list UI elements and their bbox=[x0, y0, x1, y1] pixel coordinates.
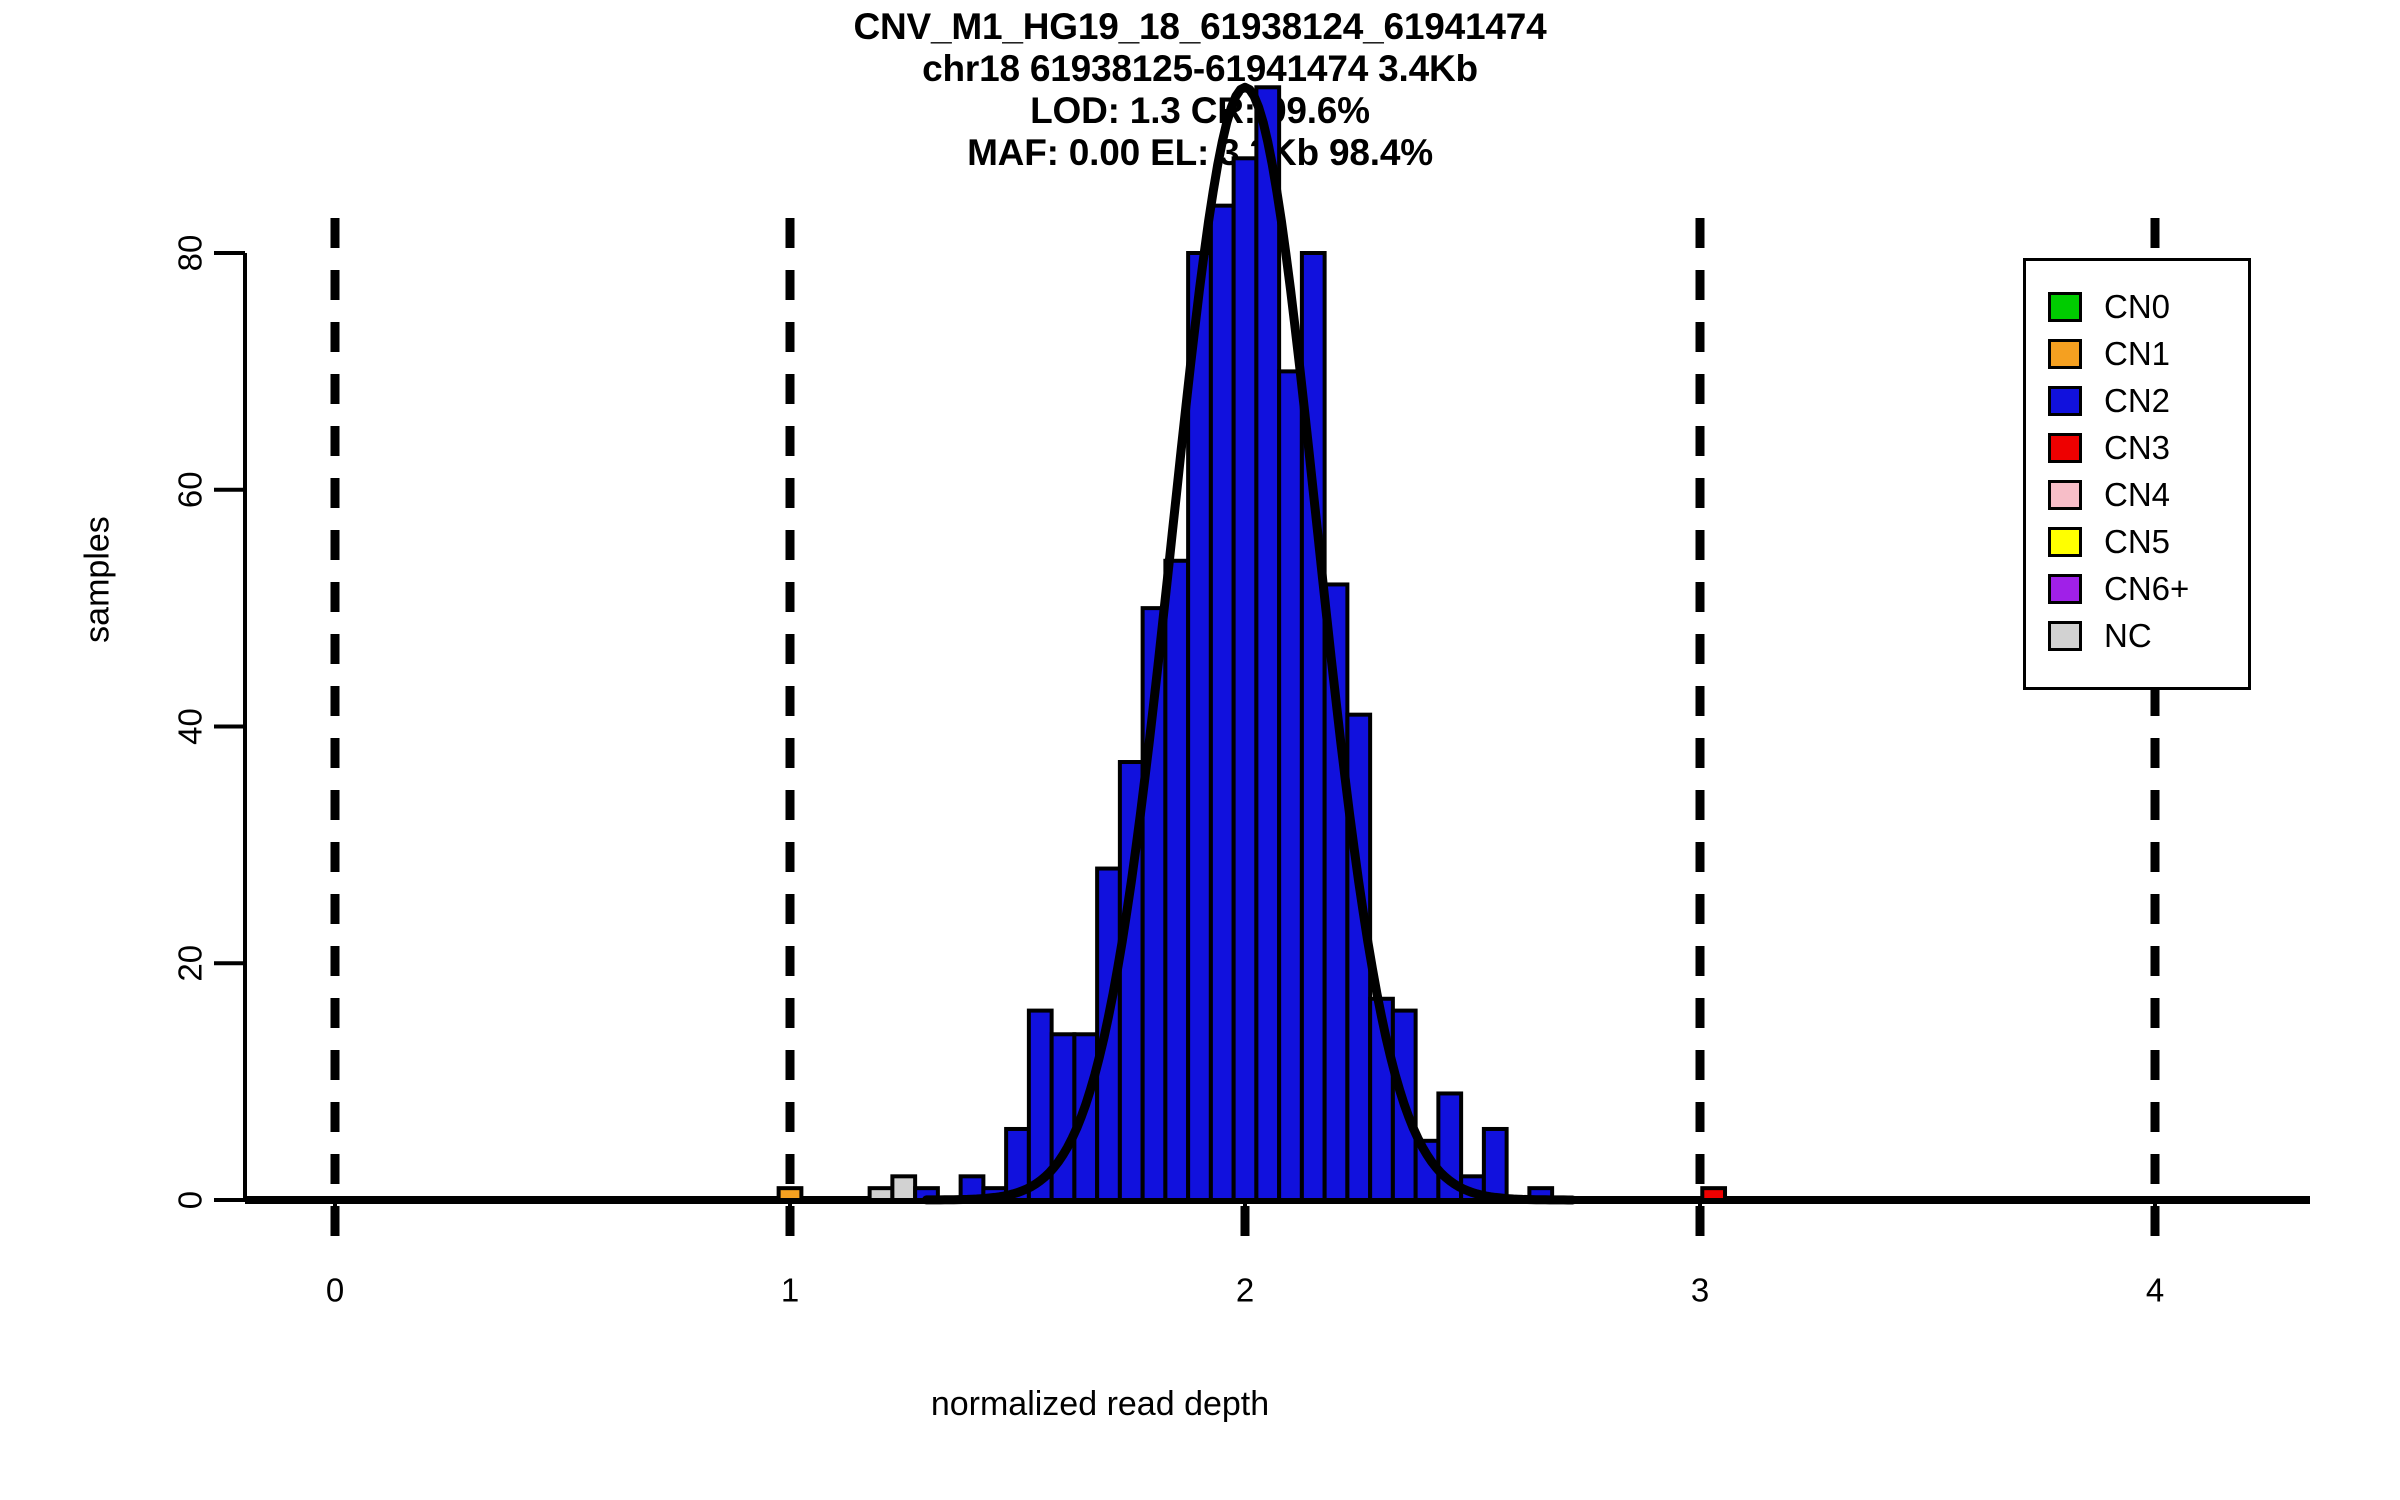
y-tick-label-0: 0 bbox=[172, 1191, 209, 1209]
y-tick-label-80: 80 bbox=[172, 235, 209, 272]
legend-swatch-icon bbox=[2048, 338, 2082, 369]
legend-item-cn3: CN3 bbox=[2026, 424, 2248, 471]
y-tick-label-40: 40 bbox=[172, 708, 209, 745]
histogram-bar bbox=[1254, 85, 1282, 1202]
legend-item-label: CN6+ bbox=[2104, 570, 2190, 607]
legend-item-label: CN3 bbox=[2104, 429, 2171, 466]
histogram-bar bbox=[1277, 369, 1304, 1202]
legend-item-cn2: CN2 bbox=[2026, 377, 2248, 424]
legend: CN0 CN1 CN2 CN3 CN4 CN5 CN6+ NC bbox=[2023, 258, 2251, 690]
x-tick-label-1: 1 bbox=[781, 1272, 799, 1309]
legend-swatch-icon bbox=[2048, 432, 2082, 463]
x-tick-label-3: 3 bbox=[1691, 1272, 1709, 1309]
legend-swatch-icon bbox=[2048, 385, 2082, 416]
legend-item-cn4: CN4 bbox=[2026, 471, 2248, 518]
title-line-4: MAF: 0.00 EL: 3.3Kb 98.4% bbox=[967, 132, 1433, 173]
legend-item-label: CN1 bbox=[2104, 335, 2171, 372]
histogram-bar bbox=[867, 1186, 895, 1202]
density-curve bbox=[922, 82, 1578, 1205]
legend-item-cn6plus: CN6+ bbox=[2026, 565, 2248, 612]
legend-item-label: NC bbox=[2104, 617, 2152, 654]
legend-swatch-icon bbox=[2048, 620, 2082, 651]
legend-swatch-icon bbox=[2048, 526, 2082, 557]
histogram-bar bbox=[1208, 203, 1236, 1202]
histogram-bar bbox=[890, 1174, 918, 1202]
legend-item-label: CN0 bbox=[2104, 288, 2171, 325]
x-tick-label-4: 4 bbox=[2146, 1272, 2164, 1309]
histogram-bar bbox=[1700, 1186, 1728, 1202]
page-title: CNV_M1_HG19_18_61938124_61941474 chr18 6… bbox=[0, 6, 2400, 174]
x-tick-label-0: 0 bbox=[326, 1272, 344, 1309]
histogram-bar bbox=[1163, 558, 1191, 1202]
y-tick-label-60: 60 bbox=[172, 471, 209, 508]
legend-item-label: CN5 bbox=[2104, 523, 2171, 560]
title-line-1: CNV_M1_HG19_18_61938124_61941474 bbox=[853, 6, 1547, 47]
histogram-bar bbox=[1049, 1032, 1077, 1203]
legend-swatch-icon bbox=[2048, 291, 2082, 322]
histogram-bar bbox=[1481, 1126, 1509, 1202]
histogram-bar bbox=[776, 1186, 804, 1202]
title-line-2: chr18 61938125-61941474 3.4Kb bbox=[922, 48, 1478, 89]
x-axis-title: normalized read depth bbox=[930, 1385, 1270, 1423]
histogram-bar bbox=[1231, 156, 1259, 1202]
legend-item-nc: NC bbox=[2026, 612, 2248, 659]
title-line-3: LOD: 1.3 CR: 99.6% bbox=[1030, 90, 1370, 131]
legend-item-label: CN2 bbox=[2104, 382, 2171, 419]
legend-swatch-icon bbox=[2048, 479, 2082, 510]
legend-item-cn5: CN5 bbox=[2026, 518, 2248, 565]
legend-item-cn1: CN1 bbox=[2026, 330, 2248, 377]
y-tick-label-20: 20 bbox=[172, 945, 209, 982]
legend-swatch-icon bbox=[2048, 573, 2082, 604]
legend-item-label: CN4 bbox=[2104, 476, 2171, 513]
x-tick-label-2: 2 bbox=[1236, 1272, 1254, 1309]
legend-item-cn0: CN0 bbox=[2026, 283, 2248, 330]
